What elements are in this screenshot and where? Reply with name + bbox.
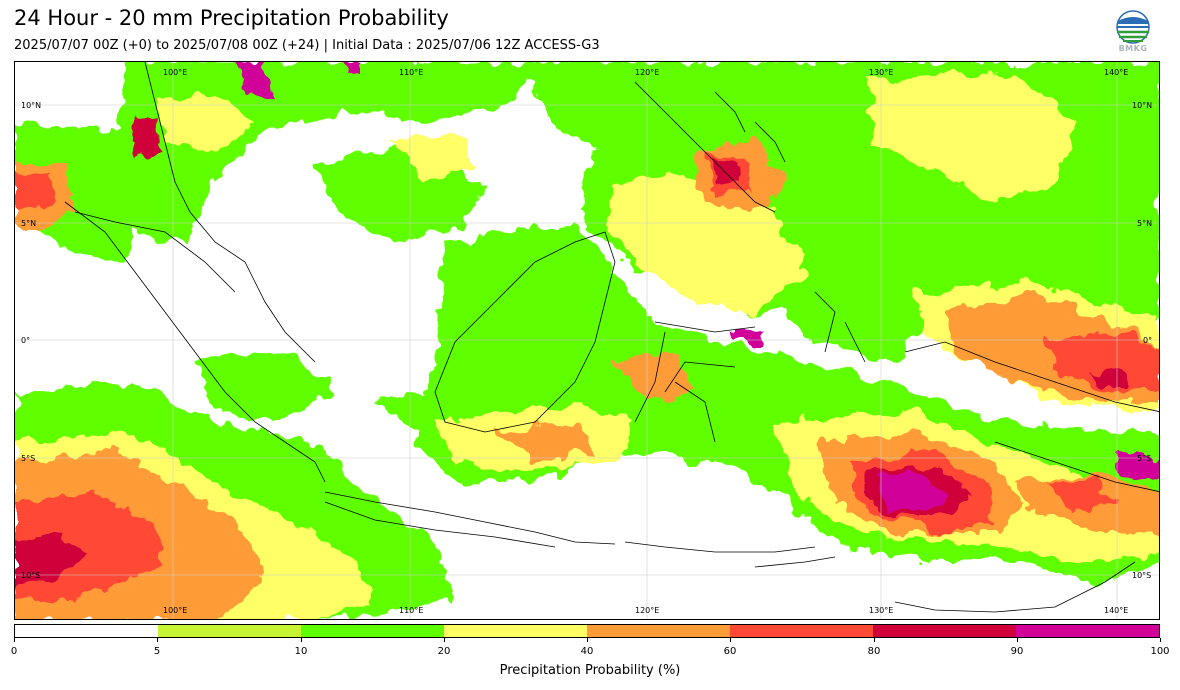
precipitation-map: 100°E 110°E 120°E 130°E 140°E 100°E 110°… bbox=[14, 61, 1160, 620]
colorbar-tick-label: 60 bbox=[723, 646, 737, 657]
lon-label-110e-bottom: 110°E bbox=[399, 606, 424, 615]
colorbar-tick-mark bbox=[14, 638, 15, 642]
lon-label-100e-bottom: 100°E bbox=[163, 606, 188, 615]
colorbar-tick-mark bbox=[874, 638, 875, 642]
lat-label-5n-right: 5°N bbox=[1137, 219, 1153, 228]
colorbar-tick-label: 10 bbox=[294, 646, 308, 657]
lon-label-120e-top: 120°E bbox=[635, 68, 660, 77]
lon-label-120e-bottom: 120°E bbox=[635, 606, 660, 615]
lat-label-10n-left: 10°N bbox=[21, 101, 42, 110]
forecast-subtitle: 2025/07/07 00Z (+0) to 2025/07/08 00Z (+… bbox=[14, 38, 600, 53]
lat-label-10s-left: 10°S bbox=[21, 571, 41, 580]
lat-label-0-left: 0° bbox=[21, 336, 31, 345]
map-canvas bbox=[15, 62, 1159, 619]
lon-label-130e-bottom: 130°E bbox=[869, 606, 894, 615]
colorbar-segment bbox=[444, 625, 587, 637]
lon-label-140e-bottom: 140°E bbox=[1104, 606, 1129, 615]
colorbar-tick-label: 80 bbox=[867, 646, 881, 657]
lat-label-5s-left: 5°S bbox=[21, 454, 36, 463]
colorbar-tick-mark bbox=[301, 638, 302, 642]
colorbar-tick-label: 0 bbox=[10, 646, 18, 657]
colorbar-segment bbox=[158, 625, 301, 637]
colorbar-segment bbox=[873, 625, 1016, 637]
lat-label-5n-left: 5°N bbox=[21, 219, 37, 228]
lat-label-0-right: 0° bbox=[1143, 336, 1153, 345]
colorbar-segment bbox=[1016, 625, 1159, 637]
probability-field bbox=[15, 62, 1159, 619]
colorbar-tick-mark bbox=[730, 638, 731, 642]
colorbar-tick-label: 100 bbox=[1150, 646, 1170, 657]
colorbar-tick-mark bbox=[444, 638, 445, 642]
colorbar-tick-label: 5 bbox=[153, 646, 161, 657]
colorbar-segment bbox=[15, 625, 158, 637]
colorbar-tick-mark bbox=[587, 638, 588, 642]
lat-label-10n-right: 10°N bbox=[1132, 101, 1153, 110]
colorbar-tick-label: 90 bbox=[1010, 646, 1024, 657]
lon-label-130e-top: 130°E bbox=[869, 68, 894, 77]
colorbar bbox=[14, 624, 1160, 638]
coastlines bbox=[64, 62, 1159, 613]
colorbar-segment bbox=[301, 625, 444, 637]
lat-label-5s-right: 5°S bbox=[1137, 454, 1152, 463]
graticule bbox=[15, 62, 1159, 619]
colorbar-segment bbox=[730, 625, 873, 637]
logo-caption: BMKG bbox=[1118, 44, 1148, 53]
lon-label-110e-top: 110°E bbox=[399, 68, 424, 77]
colorbar-segment bbox=[587, 625, 730, 637]
colorbar-tick-label: 40 bbox=[580, 646, 594, 657]
lat-label-10s-right: 10°S bbox=[1132, 571, 1152, 580]
colorbar-label: Precipitation Probability (%) bbox=[499, 663, 681, 678]
colorbar-tick-label: 20 bbox=[437, 646, 451, 657]
colorbar-tick-mark bbox=[1160, 638, 1161, 642]
colorbar-tick-mark bbox=[157, 638, 158, 642]
page-title: 24 Hour - 20 mm Precipitation Probabilit… bbox=[14, 6, 449, 30]
lon-label-140e-top: 140°E bbox=[1104, 68, 1129, 77]
colorbar-tick-mark bbox=[1017, 638, 1018, 642]
lon-label-100e-top: 100°E bbox=[163, 68, 188, 77]
bmkg-logo-icon bbox=[1116, 10, 1150, 44]
